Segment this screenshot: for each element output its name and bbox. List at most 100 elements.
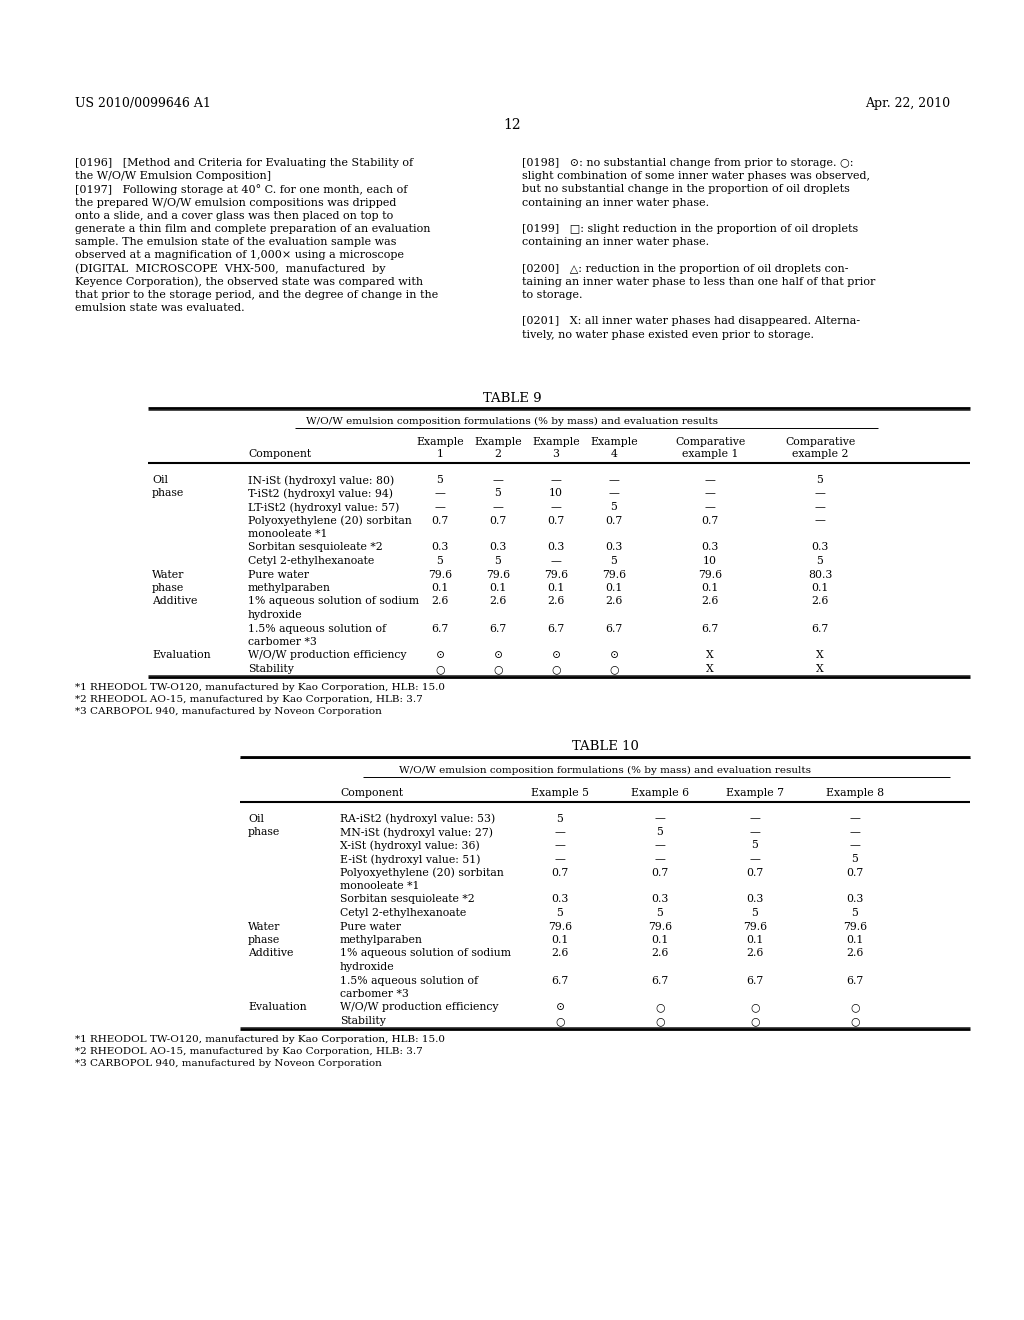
Text: (DIGITAL  MICROSCOPE  VHX-500,  manufactured  by: (DIGITAL MICROSCOPE VHX-500, manufacture… (75, 264, 385, 275)
Text: generate a thin film and complete preparation of an evaluation: generate a thin film and complete prepar… (75, 224, 430, 234)
Text: Pure water: Pure water (248, 569, 309, 579)
Text: observed at a magnification of 1,000× using a microscope: observed at a magnification of 1,000× us… (75, 251, 404, 260)
Text: Cetyl 2-ethylhexanoate: Cetyl 2-ethylhexanoate (248, 556, 374, 566)
Text: —: — (434, 488, 445, 499)
Text: the W/O/W Emulsion Composition]: the W/O/W Emulsion Composition] (75, 172, 271, 181)
Text: 2.6: 2.6 (746, 949, 764, 958)
Text: 0.3: 0.3 (605, 543, 623, 553)
Text: 10: 10 (549, 488, 563, 499)
Text: 0.7: 0.7 (701, 516, 719, 525)
Text: 0.1: 0.1 (551, 935, 568, 945)
Text: Cetyl 2-ethylhexanoate: Cetyl 2-ethylhexanoate (340, 908, 466, 917)
Text: —: — (654, 813, 666, 824)
Text: 0.1: 0.1 (605, 583, 623, 593)
Text: 5: 5 (656, 828, 664, 837)
Text: —: — (654, 854, 666, 865)
Text: Example 7: Example 7 (726, 788, 784, 797)
Text: 0.7: 0.7 (605, 516, 623, 525)
Text: Comparative: Comparative (784, 437, 855, 447)
Text: carbomer *3: carbomer *3 (248, 638, 316, 647)
Text: 5: 5 (557, 908, 563, 917)
Text: —: — (814, 516, 825, 525)
Text: Example 6: Example 6 (631, 788, 689, 797)
Text: —: — (814, 502, 825, 512)
Text: example 1: example 1 (682, 449, 738, 459)
Text: 0.1: 0.1 (547, 583, 564, 593)
Text: 6.7: 6.7 (847, 975, 863, 986)
Text: Example 8: Example 8 (826, 788, 884, 797)
Text: sample. The emulsion state of the evaluation sample was: sample. The emulsion state of the evalua… (75, 238, 396, 247)
Text: —: — (608, 488, 620, 499)
Text: —: — (705, 502, 716, 512)
Text: 5: 5 (557, 813, 563, 824)
Text: ⊙: ⊙ (552, 651, 560, 660)
Text: —: — (850, 813, 860, 824)
Text: 79.6: 79.6 (743, 921, 767, 932)
Text: ○: ○ (655, 1002, 665, 1012)
Text: Additive: Additive (152, 597, 198, 606)
Text: *1 RHEODOL TW-O120, manufactured by Kao Corporation, HLB: 15.0: *1 RHEODOL TW-O120, manufactured by Kao … (75, 1035, 445, 1044)
Text: phase: phase (152, 488, 184, 499)
Text: US 2010/0099646 A1: US 2010/0099646 A1 (75, 96, 211, 110)
Text: Example: Example (416, 437, 464, 447)
Text: E-iSt (hydroxyl value: 51): E-iSt (hydroxyl value: 51) (340, 854, 480, 865)
Text: [0200]   △: reduction in the proportion of oil droplets con-: [0200] △: reduction in the proportion of… (522, 264, 849, 273)
Text: carbomer *3: carbomer *3 (340, 989, 409, 999)
Text: X: X (707, 651, 714, 660)
Text: [0201]   X: all inner water phases had disappeared. Alterna-: [0201] X: all inner water phases had dis… (522, 317, 860, 326)
Text: the prepared W/O/W emulsion compositions was dripped: the prepared W/O/W emulsion compositions… (75, 198, 396, 207)
Text: emulsion state was evaluated.: emulsion state was evaluated. (75, 304, 245, 313)
Text: 5: 5 (852, 908, 858, 917)
Text: 80.3: 80.3 (808, 569, 833, 579)
Text: hydroxide: hydroxide (248, 610, 303, 620)
Text: 5: 5 (495, 556, 502, 566)
Text: Sorbitan sesquioleate *2: Sorbitan sesquioleate *2 (248, 543, 383, 553)
Text: but no substantial change in the proportion of oil droplets: but no substantial change in the proport… (522, 185, 850, 194)
Text: X: X (816, 664, 824, 675)
Text: —: — (705, 488, 716, 499)
Text: 2.6: 2.6 (551, 949, 568, 958)
Text: 79.6: 79.6 (544, 569, 568, 579)
Text: —: — (493, 502, 504, 512)
Text: Evaluation: Evaluation (152, 651, 211, 660)
Text: ○: ○ (751, 1002, 760, 1012)
Text: 10: 10 (703, 556, 717, 566)
Text: [0199]   □: slight reduction in the proportion of oil droplets: [0199] □: slight reduction in the propor… (522, 224, 858, 234)
Text: 0.7: 0.7 (551, 867, 568, 878)
Text: 79.6: 79.6 (698, 569, 722, 579)
Text: 0.1: 0.1 (651, 935, 669, 945)
Text: monooleate *1: monooleate *1 (340, 880, 420, 891)
Text: 0.7: 0.7 (548, 516, 564, 525)
Text: 2: 2 (495, 449, 502, 459)
Text: ⊙: ⊙ (494, 651, 503, 660)
Text: 0.1: 0.1 (811, 583, 828, 593)
Text: 0.7: 0.7 (746, 867, 764, 878)
Text: Evaluation: Evaluation (248, 1002, 306, 1012)
Text: —: — (434, 502, 445, 512)
Text: monooleate *1: monooleate *1 (248, 529, 328, 539)
Text: *2 RHEODOL AO-15, manufactured by Kao Corporation, HLB: 3.7: *2 RHEODOL AO-15, manufactured by Kao Co… (75, 694, 423, 704)
Text: ○: ○ (655, 1016, 665, 1026)
Text: example 2: example 2 (792, 449, 848, 459)
Text: 1% aqueous solution of sodium: 1% aqueous solution of sodium (248, 597, 419, 606)
Text: 79.6: 79.6 (602, 569, 626, 579)
Text: 6.7: 6.7 (701, 623, 719, 634)
Text: 0.3: 0.3 (651, 895, 669, 904)
Text: Pure water: Pure water (340, 921, 401, 932)
Text: 12: 12 (503, 117, 521, 132)
Text: hydroxide: hydroxide (340, 962, 394, 972)
Text: ○: ○ (609, 664, 618, 675)
Text: ⊙: ⊙ (555, 1002, 564, 1012)
Text: ⊙: ⊙ (435, 651, 444, 660)
Text: 5: 5 (816, 475, 823, 484)
Text: methylparaben: methylparaben (248, 583, 331, 593)
Text: 6.7: 6.7 (489, 623, 507, 634)
Text: *3 CARBOPOL 940, manufactured by Noveon Corporation: *3 CARBOPOL 940, manufactured by Noveon … (75, 1059, 382, 1068)
Text: 1% aqueous solution of sodium: 1% aqueous solution of sodium (340, 949, 511, 958)
Text: 0.7: 0.7 (489, 516, 507, 525)
Text: 79.6: 79.6 (648, 921, 672, 932)
Text: 79.6: 79.6 (428, 569, 452, 579)
Text: 4: 4 (610, 449, 617, 459)
Text: methylparaben: methylparaben (340, 935, 423, 945)
Text: 0.7: 0.7 (847, 867, 863, 878)
